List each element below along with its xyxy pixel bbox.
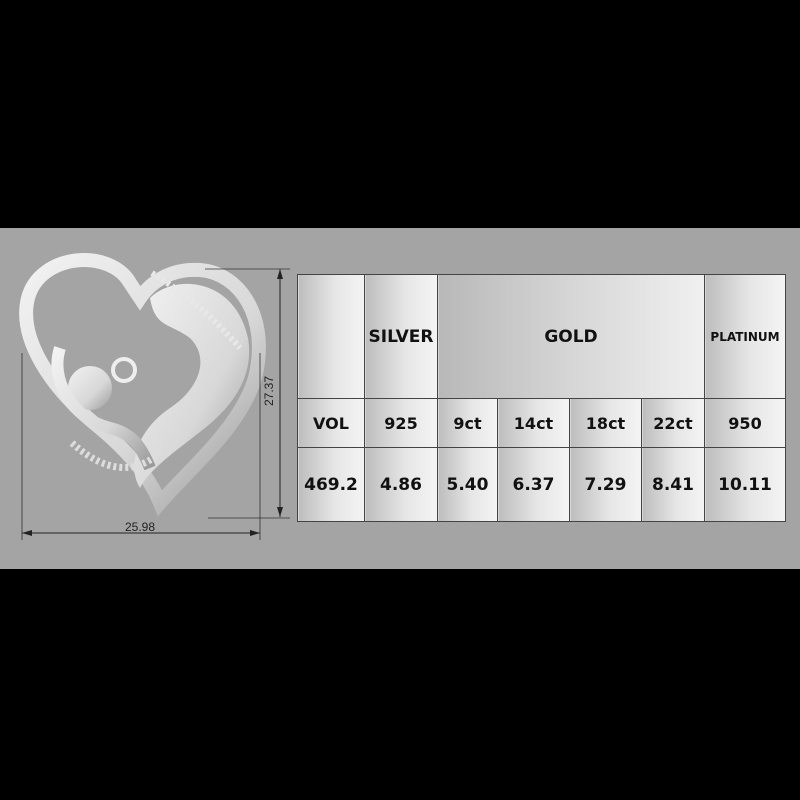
table-subheader-row: VOL 925 9ct 14ct 18ct 22ct 950 [297, 398, 786, 448]
subheader-cell: 9ct [437, 398, 498, 448]
subheader-cell: 14ct [497, 398, 570, 448]
height-dimension-label: 27.37 [262, 375, 277, 407]
value-cell: 10.11 [704, 447, 786, 522]
width-dimension-label: 25.98 [125, 520, 156, 534]
header-platinum: PLATINUM [704, 274, 786, 399]
subheader-cell: 925 [364, 398, 438, 448]
header-blank-cell [297, 274, 365, 399]
value-cell: 6.37 [497, 447, 570, 522]
header-silver: SILVER [364, 274, 438, 399]
value-cell: 8.41 [641, 447, 705, 522]
value-cell: 7.29 [569, 447, 642, 522]
subheader-cell: 18ct [569, 398, 642, 448]
table-values-row: 469.2 4.86 5.40 6.37 7.29 8.41 10.11 [297, 447, 786, 522]
subheader-cell: VOL [297, 398, 365, 448]
metal-weight-table: SILVER GOLD PLATINUM VOL 925 9ct 14ct 18… [297, 274, 786, 522]
table-header-row: SILVER GOLD PLATINUM [297, 274, 786, 399]
mother-child-heart-pendant-image [19, 253, 290, 540]
value-cell: 5.40 [437, 447, 498, 522]
subheader-cell: 950 [704, 398, 786, 448]
value-cell: 4.86 [364, 447, 438, 522]
header-gold: GOLD [437, 274, 705, 399]
value-cell: 469.2 [297, 447, 365, 522]
subheader-cell: 22ct [641, 398, 705, 448]
